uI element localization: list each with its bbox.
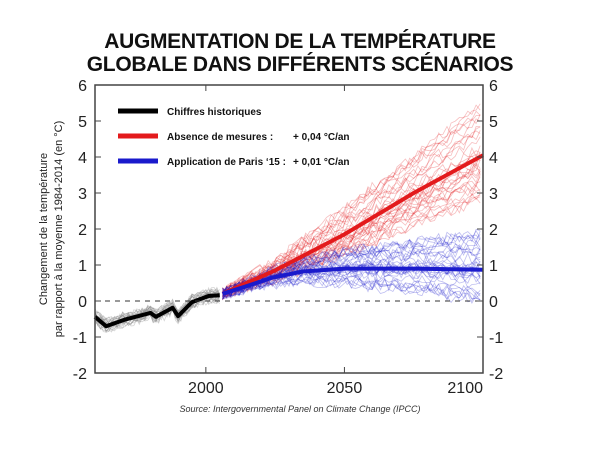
no-action-ensemble-line <box>222 136 481 297</box>
legend-label: Chiffres historiques <box>167 107 262 118</box>
chart-title-line2: GLOBALE DANS DIFFÉRENTS SCÉNARIOS <box>86 53 514 76</box>
legend-label: Application de Paris ‘15 : <box>167 157 286 168</box>
legend: Chiffres historiques Absence de mesures :… <box>118 107 350 168</box>
y-tick-label-left: 3 <box>78 186 87 203</box>
historical-ensemble-line <box>94 297 220 332</box>
paris-ensemble-line <box>222 272 481 300</box>
y-axis-label-line2: par rapport à la moyenne 1984-2014 (en °… <box>53 121 65 338</box>
paris-mean-line <box>221 266 484 296</box>
no-action-ensemble-line <box>222 163 481 296</box>
historical-ensemble-line <box>94 287 220 326</box>
y-tick-label-left: -1 <box>73 330 87 347</box>
historical-ensemble-line <box>94 293 221 332</box>
y-tick-label-right: 4 <box>489 150 498 167</box>
y-tick-label-right: -1 <box>489 330 503 347</box>
y-tick-label-left: 2 <box>78 222 87 239</box>
no-action-ensemble-line <box>222 155 481 300</box>
paris-ensemble-line <box>222 266 481 300</box>
y-tick-label-left: -2 <box>73 366 87 383</box>
paris-ensemble-line <box>222 277 481 305</box>
no-action-ensemble-line <box>222 114 481 298</box>
paris-ensemble-line <box>222 272 481 301</box>
paris-ensemble-line <box>222 277 481 303</box>
y-tick-label-left: 5 <box>78 114 87 131</box>
no-action-ensemble-line <box>222 118 481 298</box>
historical-ensemble-line <box>94 286 220 324</box>
plot-frame <box>94 84 484 374</box>
y-tick-label-left: 0 <box>78 294 87 311</box>
no-action-ensemble-line <box>222 130 481 298</box>
y-tick-label-right: 1 <box>489 258 498 275</box>
axis-ticks: -2 -2 -1 -1 0 0 1 1 2 2 3 3 4 4 5 5 6 6 2000 2050 2100 <box>73 78 504 397</box>
paris-ensemble-line <box>222 276 481 302</box>
y-tick-label-right: 2 <box>489 222 498 239</box>
y-axis-label-line1: Changement de la température <box>38 153 50 305</box>
no-action-ensemble-line <box>222 110 481 299</box>
no-action-ensemble-line <box>222 159 481 295</box>
no-action-mean-line <box>221 153 484 296</box>
legend-rate: + 0,01 °C/an <box>293 157 350 168</box>
chart-title-line1: AUGMENTATION DE LA TEMPÉRATURE <box>104 30 496 53</box>
y-tick-label-right: 5 <box>489 114 498 131</box>
legend-label: Absence de mesures : <box>167 132 273 143</box>
paris-ensemble-line <box>222 265 481 297</box>
paris-ensemble-line <box>222 273 481 301</box>
y-tick-label-left: 1 <box>78 258 87 275</box>
paris-ensemble-line <box>222 273 481 297</box>
y-tick-label-right: 0 <box>489 294 498 311</box>
no-action-ensemble-line <box>222 114 481 297</box>
y-tick-label-right: 3 <box>489 186 498 203</box>
no-action-ensemble-line <box>222 104 481 295</box>
no-action-ensemble-line <box>222 194 481 298</box>
paris-ensemble-line <box>222 234 481 298</box>
historical-mean-line <box>93 293 220 329</box>
x-tick-label: 2050 <box>327 380 363 397</box>
source-note: Source: Intergovernmental Panel on Clima… <box>179 404 421 414</box>
y-tick-label-left: 6 <box>78 78 87 95</box>
y-tick-label-right: 6 <box>489 78 498 95</box>
historical-ensemble-line <box>94 286 221 325</box>
historical-ensemble-line <box>94 294 220 333</box>
series-lines <box>93 153 484 329</box>
x-tick-label: 2000 <box>188 380 224 397</box>
no-action-ensemble-line <box>222 103 481 300</box>
no-action-ensemble-line <box>222 152 481 294</box>
y-tick-label-right: -2 <box>489 366 503 383</box>
historical-ensemble-line <box>94 291 220 329</box>
no-action-ensemble-line <box>222 130 481 294</box>
x-tick-label: 2100 <box>447 380 483 397</box>
paris-ensemble-line <box>222 269 481 299</box>
y-tick-label-left: 4 <box>78 150 87 167</box>
historical-ensemble-line <box>94 289 220 326</box>
legend-rate: + 0,04 °C/an <box>293 132 350 143</box>
